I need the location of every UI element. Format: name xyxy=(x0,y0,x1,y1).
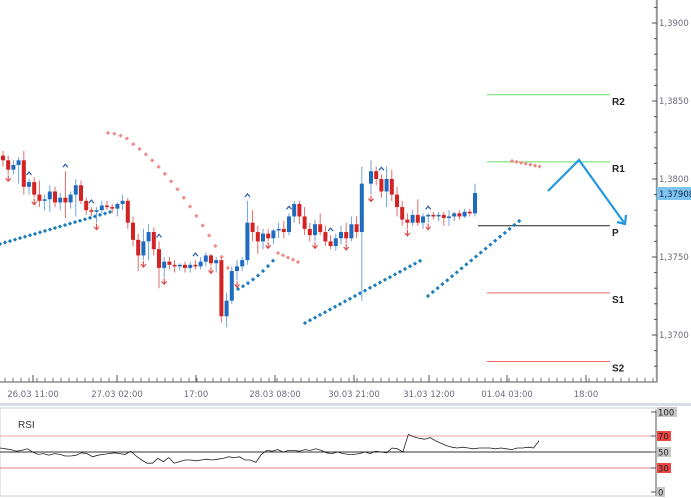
time-tick-label: 18:00 xyxy=(574,390,599,400)
forecast-arrow xyxy=(547,158,628,226)
last-price-value: 1,37908 xyxy=(659,190,691,200)
time-tick-label: 17:00 xyxy=(184,390,209,400)
rsi-tick-label: 100 xyxy=(658,409,674,419)
pivot-levels: R2 R1 P S1 S2 xyxy=(478,94,625,375)
price-y-axis[interactable]: 1,3900 1,3850 1,3800 1,3750 1,3700 xyxy=(652,0,689,367)
rsi-title: RSI xyxy=(18,420,35,431)
time-tick-label: 27.03 02:00 xyxy=(91,390,143,400)
rsi-tick-label: 30 xyxy=(658,465,669,475)
pivot-label-r2: R2 xyxy=(612,97,625,108)
time-tick-label: 01.04 03:00 xyxy=(481,390,533,400)
pivot-label-s1: S1 xyxy=(612,295,625,306)
price-tick-label: 1,3900 xyxy=(659,19,689,29)
fractal-markers xyxy=(5,163,432,289)
time-tick-label: 28.03 08:00 xyxy=(249,390,301,400)
rsi-tick-label: 0 xyxy=(658,489,663,498)
time-tick-label: 31.03 12:00 xyxy=(403,390,455,400)
price-panel xyxy=(0,0,656,380)
price-tick-label: 1,3700 xyxy=(659,331,689,341)
time-x-axis[interactable]: 26.03 11:00 27.03 02:00 17:00 28.03 08:00 30… xyxy=(4,375,654,400)
pivot-label-p: P xyxy=(612,228,619,239)
price-tick-label: 1,3750 xyxy=(659,253,689,263)
pivot-label-s2: S2 xyxy=(612,364,625,375)
candlesticks xyxy=(1,150,477,328)
price-tick-label: 1,3800 xyxy=(659,175,689,185)
panel-separator[interactable] xyxy=(0,403,691,406)
rsi-tick-label: 70 xyxy=(658,433,669,443)
rsi-plot xyxy=(0,433,656,469)
rsi-tick-label: 50 xyxy=(658,449,669,459)
rsi-y-axis[interactable]: 100 70 50 30 0 xyxy=(651,407,677,498)
last-price-label: 1,37908 xyxy=(657,187,691,200)
pivot-label-r1: R1 xyxy=(612,164,625,175)
time-tick-label: 26.03 11:00 xyxy=(7,390,59,400)
parabolic-sar xyxy=(0,130,542,326)
time-tick-label: 30.03 21:00 xyxy=(328,390,380,400)
price-tick-label: 1,3850 xyxy=(659,97,689,107)
